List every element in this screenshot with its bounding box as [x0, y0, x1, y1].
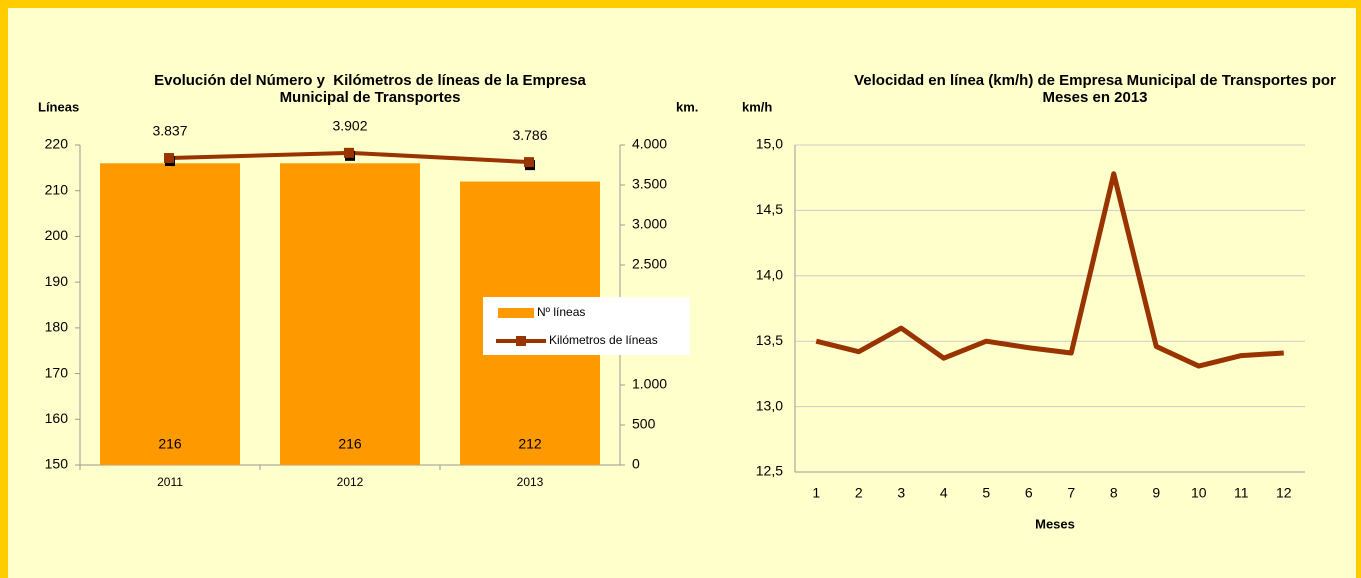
y2-axis-label: km. [676, 99, 698, 114]
marker [344, 147, 354, 158]
x-tick-label: 3 [897, 485, 905, 501]
x-tick-label: 5 [982, 485, 990, 501]
bar [100, 163, 240, 466]
y2-tick-label: 500 [632, 416, 656, 432]
x-tick-label: 6 [1025, 485, 1033, 501]
line [815, 171, 1284, 369]
x-tick-label: 11 [1234, 485, 1249, 501]
x-tick-label: 12 [1276, 485, 1292, 501]
y2-tick-label: 0 [632, 456, 640, 472]
bar [280, 163, 420, 466]
y-tick-label: 190 [45, 273, 69, 289]
y2-tick-label: 1.000 [632, 376, 667, 392]
y-tick-label: 170 [45, 364, 69, 380]
y-tick-label: 200 [45, 227, 69, 243]
y-tick-label: 14,0 [756, 267, 783, 283]
line-label: 3.837 [152, 123, 187, 139]
marker [524, 157, 534, 168]
y-tick-label: 13,5 [756, 332, 783, 348]
x-tick-label: 7 [1067, 485, 1075, 501]
x-tick-label: 9 [1152, 485, 1160, 501]
legend-marker [516, 336, 526, 346]
legend-label: Kilómetros de líneas [549, 333, 658, 347]
y2-tick-label: 3.000 [632, 216, 667, 232]
y-axis-label: km/h [742, 99, 772, 114]
x-tick-label: 8 [1110, 485, 1118, 501]
y-tick-label: 220 [45, 136, 69, 152]
border [1356, 0, 1361, 578]
x-tick-label: 4 [940, 485, 948, 501]
y-tick-label: 160 [45, 410, 69, 426]
x-tick-label: 1 [812, 485, 820, 501]
legend-swatch [498, 308, 534, 318]
x-tick-label: 2013 [517, 475, 544, 489]
x-tick-label: 2012 [337, 475, 364, 489]
line-label: 3.786 [512, 127, 547, 143]
legend-label: Nº líneas [537, 305, 585, 319]
y2-tick-label: 2.500 [632, 256, 667, 272]
bar-label: 216 [158, 436, 182, 452]
y2-tick-label: 4.000 [632, 136, 667, 152]
y-tick-label: 210 [45, 181, 69, 197]
x-tick-label: 2 [855, 485, 863, 501]
y-tick-label: 15,0 [756, 136, 783, 152]
x-tick-label: 10 [1191, 485, 1207, 501]
bar-label: 212 [518, 436, 542, 452]
bar-label: 216 [338, 436, 362, 452]
y2-tick-label: 3.500 [632, 176, 667, 192]
y-tick-label: 150 [45, 456, 69, 472]
chart-title: Velocidad en línea (km/h) de Empresa Mun… [854, 72, 1341, 106]
y-axis-label: Líneas [38, 99, 79, 114]
y-tick-label: 13,0 [756, 397, 783, 413]
marker [164, 153, 174, 164]
x-tick-label: 2011 [157, 475, 183, 489]
chart-title: Evolución del Número y Kilómetros de lín… [154, 72, 591, 106]
y-tick-label: 14,5 [756, 201, 783, 217]
line-label: 3.902 [332, 118, 367, 134]
x-axis-label: Meses [1035, 516, 1075, 531]
y-tick-label: 12,5 [756, 463, 783, 479]
y-tick-label: 180 [45, 319, 69, 335]
